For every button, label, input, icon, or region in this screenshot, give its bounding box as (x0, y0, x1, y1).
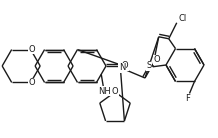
Text: O: O (154, 55, 160, 64)
Text: N: N (119, 63, 125, 72)
Text: O: O (122, 62, 128, 71)
Text: NH: NH (98, 87, 111, 96)
Text: F: F (185, 94, 190, 103)
Text: O: O (28, 78, 35, 87)
Text: O: O (112, 87, 118, 96)
Text: S: S (146, 61, 151, 70)
Text: O: O (28, 45, 35, 54)
Text: Cl: Cl (179, 14, 187, 23)
